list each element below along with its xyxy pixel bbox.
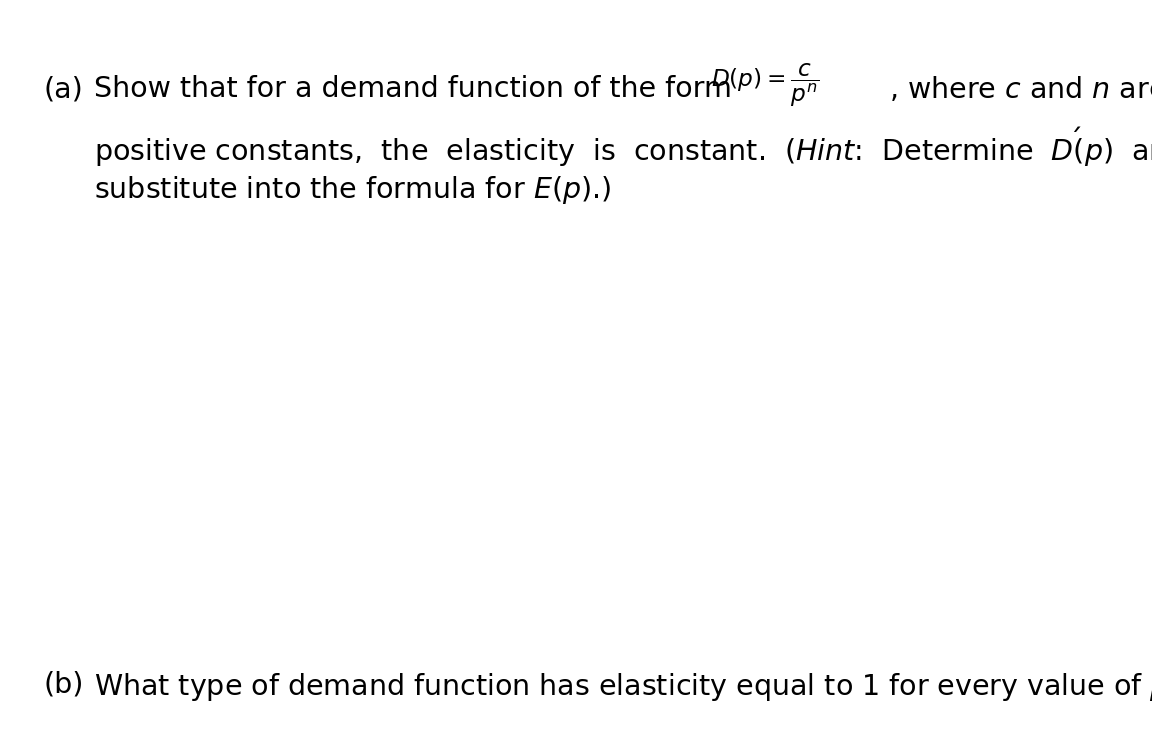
Text: substitute into the formula for $E(p)$.): substitute into the formula for $E(p)$.) bbox=[94, 174, 612, 207]
Text: $D(p) = \dfrac{c}{p^n}$: $D(p) = \dfrac{c}{p^n}$ bbox=[711, 62, 819, 109]
Text: positive constants,  the  elasticity  is  constant.  ($\it{Hint}$:  Determine  $: positive constants, the elasticity is co… bbox=[94, 126, 1152, 169]
Text: Show that for a demand function of the form: Show that for a demand function of the f… bbox=[94, 75, 733, 103]
Text: (b): (b) bbox=[44, 671, 84, 699]
Text: (a): (a) bbox=[44, 75, 84, 103]
Text: What type of demand function has elasticity equal to 1 for every value of $p$?: What type of demand function has elastic… bbox=[94, 671, 1152, 703]
Text: , where $c$ and $n$ are: , where $c$ and $n$ are bbox=[889, 75, 1152, 105]
